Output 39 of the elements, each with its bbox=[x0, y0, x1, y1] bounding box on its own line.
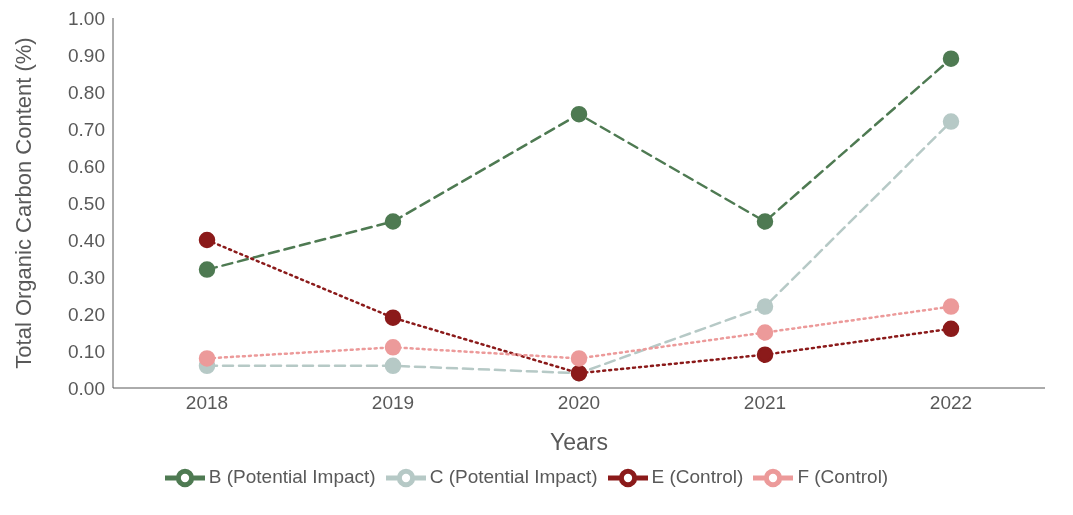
y-tick-label: 0.90 bbox=[68, 44, 105, 66]
point bbox=[570, 350, 588, 367]
point bbox=[384, 309, 402, 326]
y-tick-label: 0.10 bbox=[68, 340, 105, 362]
y-tick-label: 0.70 bbox=[68, 118, 105, 140]
legend-label: F (Control) bbox=[797, 466, 889, 488]
point bbox=[942, 320, 960, 338]
legend-label: E (Control) bbox=[651, 466, 744, 488]
y-tick-label: 0.40 bbox=[68, 229, 105, 251]
x-axis-title: Years bbox=[550, 429, 608, 455]
point bbox=[756, 213, 774, 230]
point bbox=[384, 339, 402, 356]
point bbox=[198, 261, 216, 278]
x-tick-label: 2021 bbox=[743, 392, 787, 414]
y-tick-label: 1.00 bbox=[68, 7, 105, 29]
point bbox=[384, 213, 402, 230]
point bbox=[942, 298, 960, 315]
y-tick-label: 0.30 bbox=[68, 266, 105, 288]
x-tick-label: 2018 bbox=[185, 392, 229, 414]
point bbox=[198, 350, 216, 367]
point bbox=[756, 324, 774, 341]
point bbox=[384, 357, 402, 375]
x-tick-label: 2019 bbox=[371, 392, 415, 414]
point bbox=[756, 298, 774, 315]
x-tick-label: 2022 bbox=[929, 392, 973, 414]
y-tick-label: 0.80 bbox=[68, 81, 105, 103]
point bbox=[198, 231, 216, 249]
y-tick-label: 0.60 bbox=[68, 155, 105, 177]
legend-label: C (Potential Impact) bbox=[429, 466, 598, 488]
y-tick-label: 0.00 bbox=[68, 377, 105, 399]
y-tick-label: 0.20 bbox=[68, 303, 105, 325]
point bbox=[942, 113, 960, 130]
x-tick-label: 2020 bbox=[557, 392, 601, 414]
point bbox=[942, 50, 960, 67]
point bbox=[570, 105, 588, 123]
point bbox=[756, 346, 774, 363]
legend-label: B (Potential Impact) bbox=[208, 466, 376, 488]
y-tick-label: 0.50 bbox=[68, 192, 105, 214]
y-axis-title: Total Organic Carbon Content (%) bbox=[10, 37, 36, 369]
